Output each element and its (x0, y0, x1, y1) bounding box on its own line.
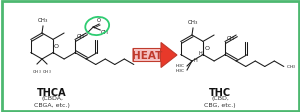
Text: OH: OH (101, 29, 109, 34)
Text: O: O (97, 18, 101, 23)
Text: O: O (205, 46, 210, 51)
Text: OH: OH (77, 33, 85, 38)
Text: THC: THC (209, 87, 231, 97)
Text: H$_3$C: H$_3$C (175, 62, 185, 69)
Text: CH$_3$: CH$_3$ (187, 18, 199, 27)
Text: HEAT: HEAT (132, 51, 162, 60)
Text: O: O (54, 44, 59, 49)
Text: CH$_3$: CH$_3$ (37, 16, 49, 25)
Text: THCA: THCA (37, 87, 67, 97)
Text: H$_3$C: H$_3$C (175, 67, 185, 74)
Text: OH: OH (227, 35, 235, 40)
Text: (CBDA,
CBGA, etc.): (CBDA, CBGA, etc.) (34, 95, 70, 107)
Text: CH$_3$: CH$_3$ (286, 63, 296, 71)
Text: CH$_3$: CH$_3$ (32, 67, 42, 75)
Text: (CBD,
CBG, etc.): (CBD, CBG, etc.) (204, 95, 236, 107)
Text: H: H (198, 51, 202, 56)
Text: CH$_3$: CH$_3$ (42, 67, 52, 75)
FancyBboxPatch shape (134, 49, 160, 62)
Polygon shape (133, 43, 177, 68)
Text: H: H (193, 58, 197, 63)
